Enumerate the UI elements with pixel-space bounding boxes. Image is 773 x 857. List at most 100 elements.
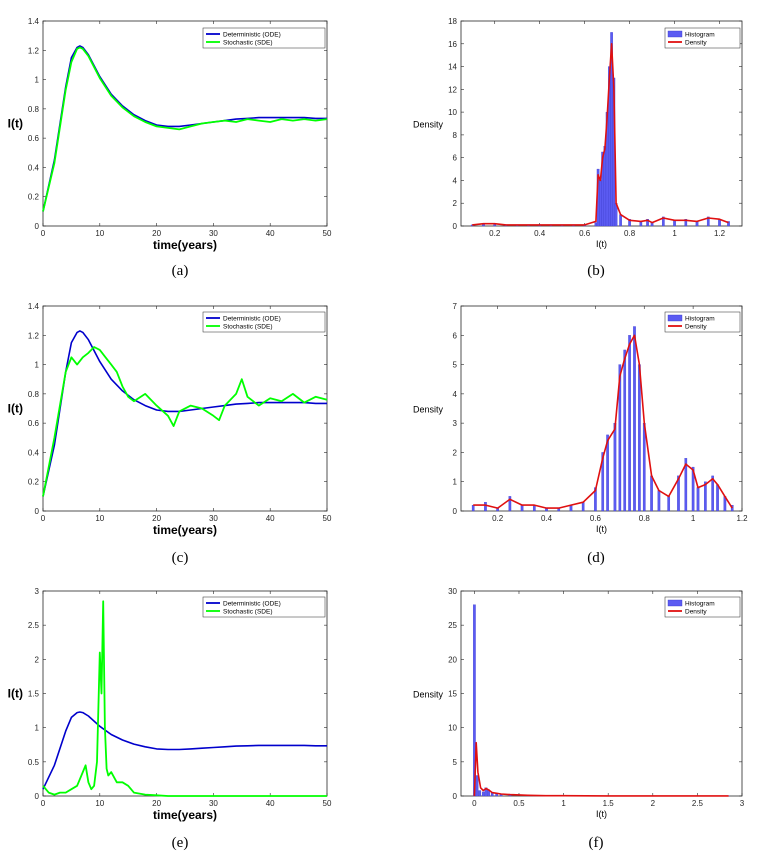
y-tick-label: 5 (453, 758, 458, 767)
x-tick-label: 40 (266, 229, 275, 238)
histogram-bar (628, 335, 631, 512)
histogram-bar (704, 481, 707, 512)
x-tick-label: 20 (152, 799, 161, 808)
y-tick-label: 8 (453, 131, 458, 140)
y-tick-label: 2.5 (28, 621, 40, 630)
histogram-bar (603, 146, 607, 227)
series-deterministic-ode-line (42, 711, 327, 790)
histogram-bar (520, 504, 524, 512)
y-axis-label: Density (413, 405, 444, 415)
legend-entry: Stochastic (SDE) (223, 39, 273, 46)
histogram-bar (646, 219, 649, 227)
series-deterministic-ode-line (42, 45, 327, 212)
legend-entry: Histogram (685, 315, 715, 322)
histogram-bar (508, 496, 512, 512)
histogram-bar (618, 364, 622, 512)
y-tick-label: 25 (448, 621, 457, 630)
y-tick-label: 1 (35, 76, 40, 85)
x-axis-label: I(t) (596, 809, 607, 819)
x-axis-label: I(t) (596, 524, 607, 534)
x-tick-label: 50 (323, 799, 332, 808)
x-tick-label: 0.4 (534, 229, 546, 238)
y-tick-label: 0.2 (28, 478, 40, 487)
x-tick-label: 30 (209, 514, 218, 523)
histogram-bar (628, 219, 631, 227)
y-axis-label: I(t) (8, 402, 23, 416)
x-tick-label: 0 (41, 229, 46, 238)
plot-frame (460, 590, 743, 797)
x-tick-label: 10 (95, 799, 104, 808)
histogram-bar (650, 475, 653, 512)
series-histogram-bars (471, 326, 734, 512)
legend-entry: Histogram (685, 31, 715, 38)
histogram-bar (599, 180, 602, 227)
legend-swatch (667, 30, 683, 38)
y-tick-label: 0 (35, 792, 40, 801)
y-tick-label: 1 (453, 478, 458, 487)
x-tick-label: 20 (152, 514, 161, 523)
histogram-bar (619, 214, 622, 227)
x-tick-label: 10 (95, 514, 104, 523)
y-tick-label: 15 (448, 690, 457, 699)
y-tick-label: 1 (35, 361, 40, 370)
panel-caption: (d) (587, 550, 605, 566)
legend-swatch (667, 599, 683, 607)
legend-swatch (667, 314, 683, 322)
histogram-bar (696, 487, 700, 512)
histogram-bar (684, 458, 688, 512)
y-tick-label: 2 (453, 199, 458, 208)
y-tick-label: 10 (448, 108, 457, 117)
y-tick-label: 0.6 (28, 419, 40, 428)
chart-panel-e: 00.511.522.530 10 20 30 40 50time(years)I(t)D… (8, 587, 332, 851)
histogram-bar (657, 490, 661, 512)
legend-entry: Deterministic (ODE) (223, 600, 281, 607)
x-tick-label: 0.2 (489, 229, 501, 238)
legend-entry: Stochastic (SDE) (223, 608, 273, 615)
y-tick-label: 0.4 (28, 448, 40, 457)
legend-entry: Histogram (685, 600, 715, 607)
y-tick-label: 12 (448, 85, 457, 94)
histogram-bar (633, 326, 636, 512)
series-stochastic-sde-line (42, 346, 328, 497)
x-tick-label: 0.2 (492, 514, 504, 523)
histogram-bar (471, 504, 475, 512)
histogram-bar (581, 502, 585, 512)
x-tick-label: 10 (95, 229, 104, 238)
panel-caption: (f) (589, 835, 604, 851)
x-tick-label: 0 (472, 799, 477, 808)
legend: Deterministic (ODE)Stochastic (SDE) (202, 596, 326, 618)
y-tick-label: 0 (35, 222, 40, 231)
panel-caption: (c) (172, 550, 189, 566)
series-density-line (472, 42, 729, 226)
x-tick-label: 50 (323, 229, 332, 238)
legend-entry: Deterministic (ODE) (223, 31, 281, 38)
histogram-bar (478, 790, 482, 797)
legend-entry: Density (685, 39, 707, 46)
histogram-bar (684, 219, 688, 227)
x-tick-label: 1 (691, 514, 696, 523)
histogram-bar (727, 221, 730, 227)
x-tick-label: 1.2 (714, 229, 726, 238)
y-tick-label: 4 (453, 176, 458, 185)
y-tick-label: 1.2 (28, 46, 40, 55)
histogram-bar (711, 475, 714, 512)
x-tick-label: 30 (209, 229, 218, 238)
x-axis-label: I(t) (596, 239, 607, 249)
x-tick-label: 1.2 (736, 514, 748, 523)
y-axis-label: Density (413, 690, 444, 700)
panel-caption: (b) (587, 263, 605, 279)
x-tick-label: 0 (41, 799, 46, 808)
y-tick-label: 1 (35, 724, 40, 733)
series-histogram-bars (470, 32, 730, 227)
y-tick-label: 30 (448, 587, 457, 596)
histogram-bar (677, 475, 680, 512)
y-tick-label: 1.4 (28, 17, 40, 26)
chart-panel-b: 0 2 4 6 8 10 12 14 16 18 0.2 0.4 0.6 0.8 1 1.2 I(t) Densi… (413, 17, 743, 279)
series-deterministic-ode-line (42, 330, 327, 497)
y-tick-label: 0.2 (28, 193, 40, 202)
y-tick-label: 2 (453, 448, 458, 457)
x-tick-label: 0 (41, 514, 46, 523)
